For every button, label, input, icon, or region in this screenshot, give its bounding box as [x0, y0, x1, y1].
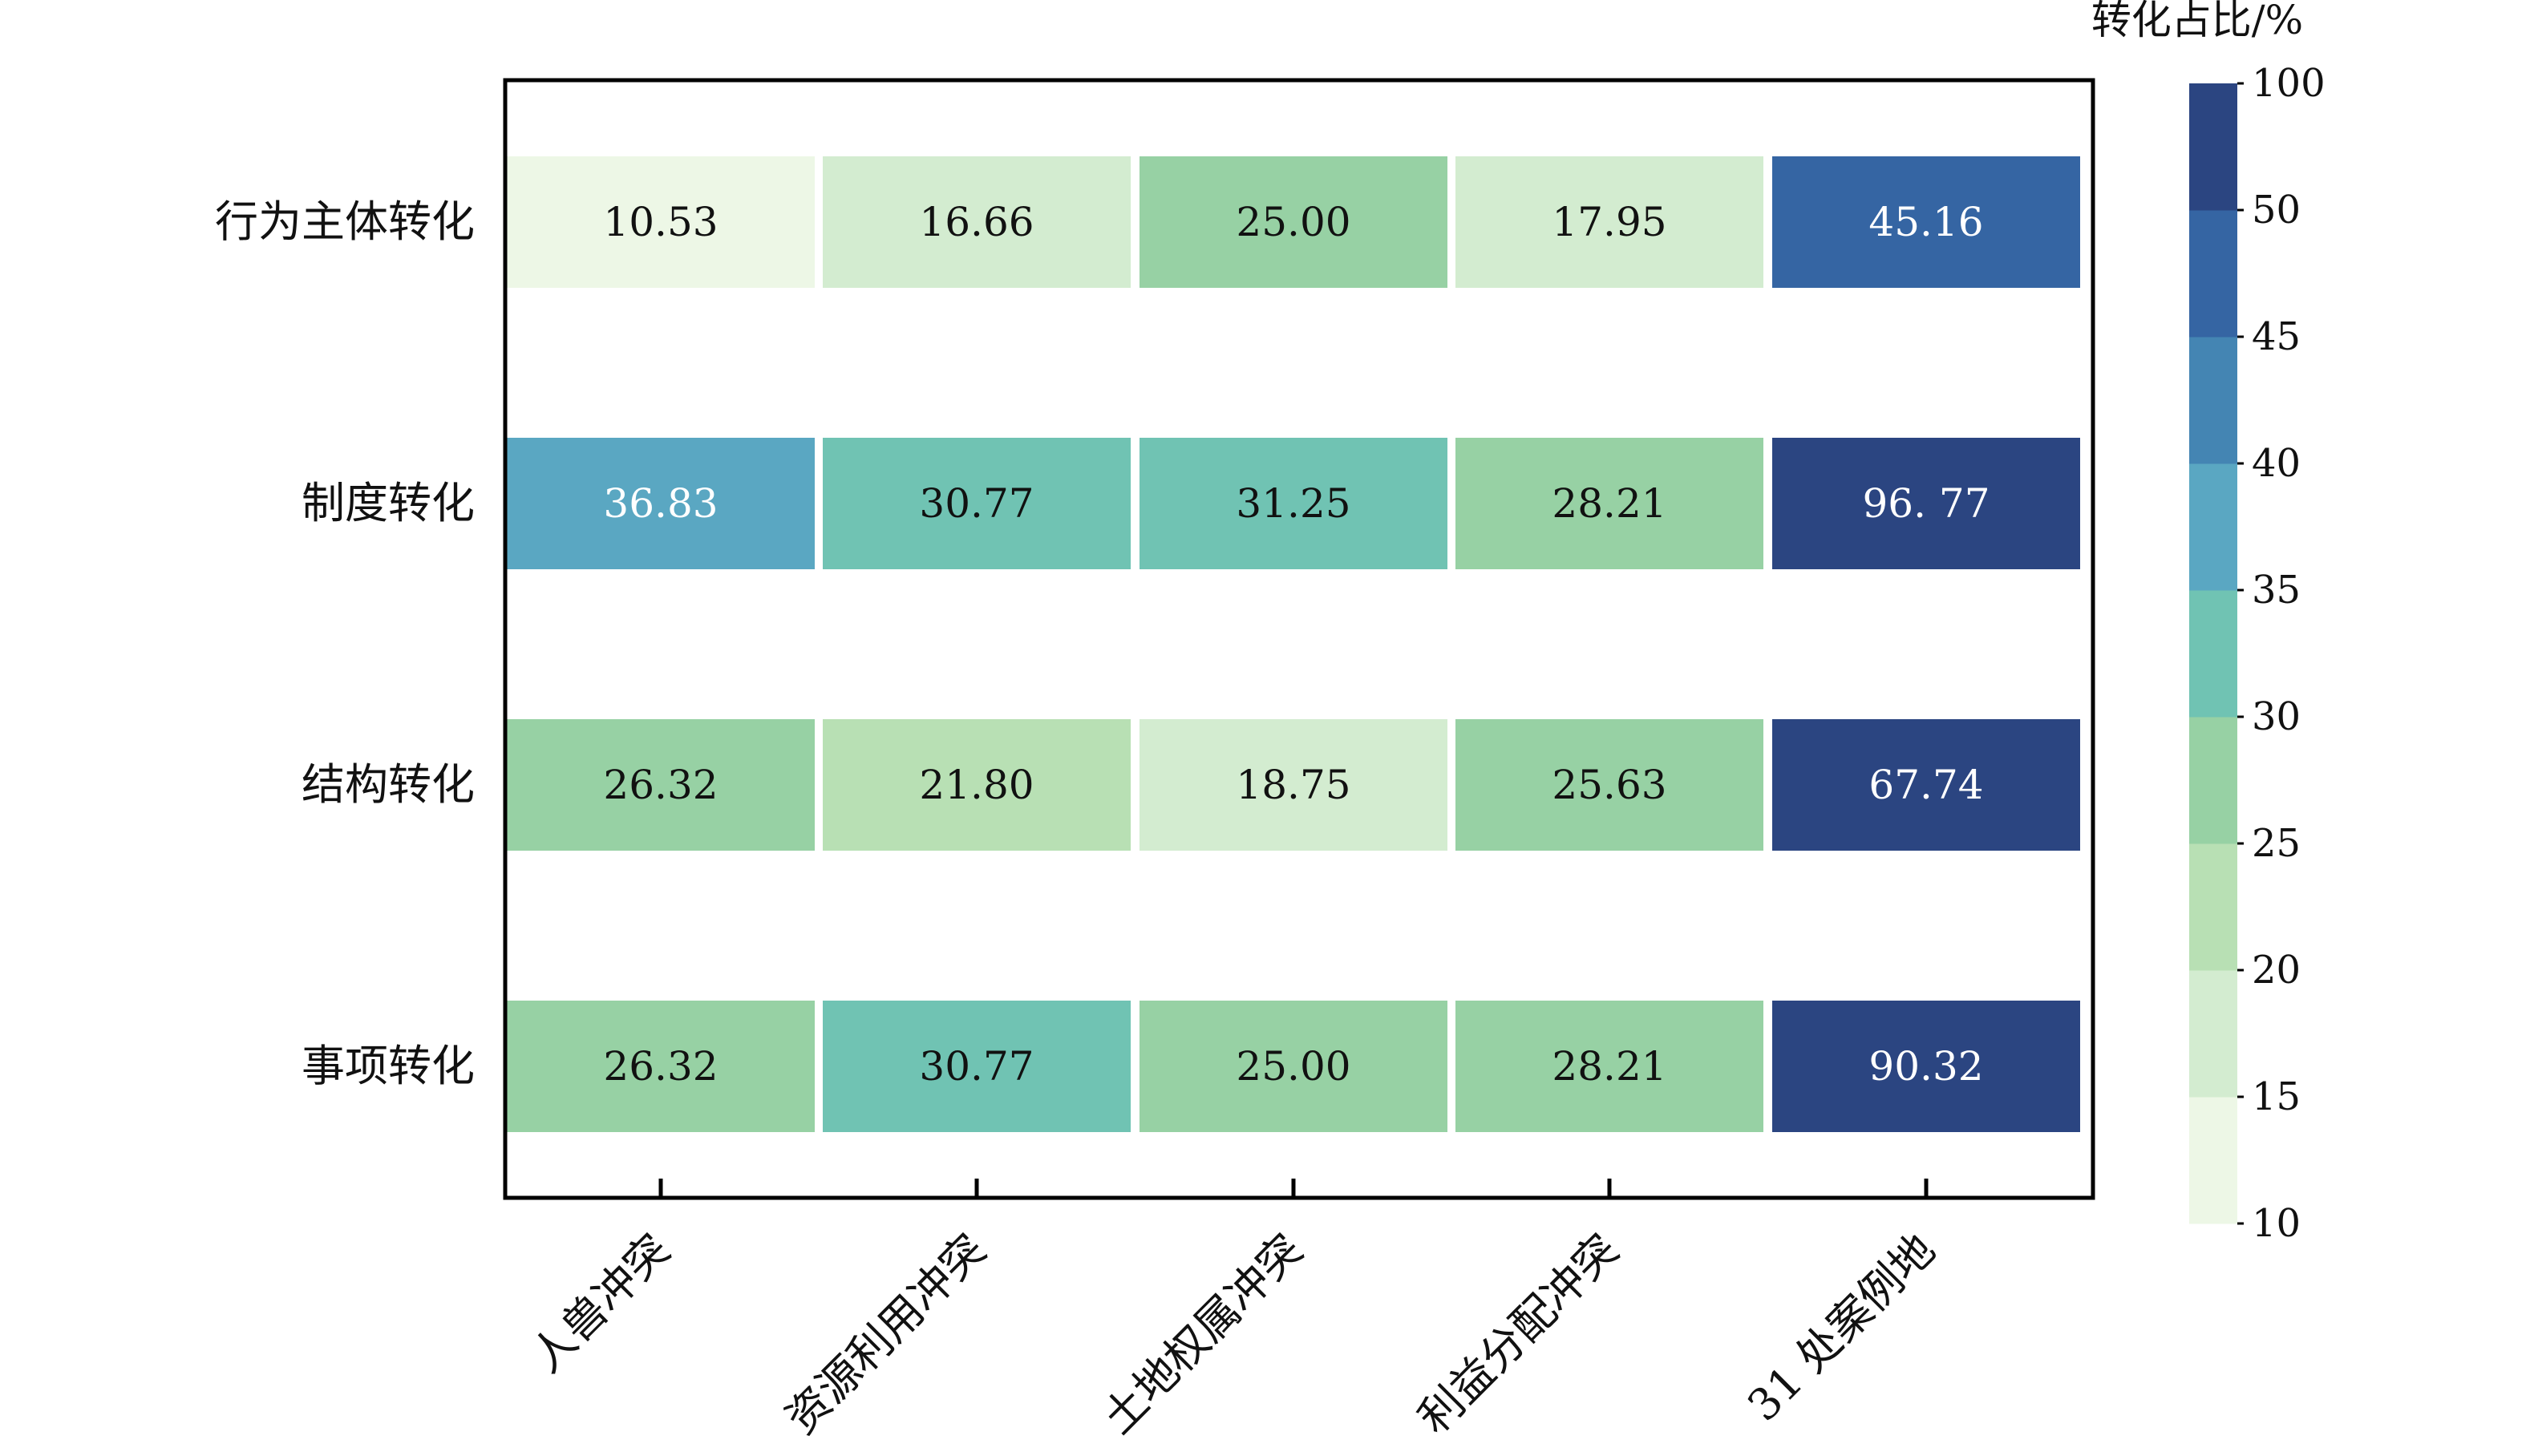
x-tick-label: 31 处案例地 — [1738, 1224, 1945, 1431]
cell-value-label: 25.00 — [1236, 199, 1350, 245]
cell-value-label: 30.77 — [919, 480, 1034, 527]
colorbar-tick-label: 50 — [2252, 188, 2301, 233]
colorbar-tick-label: 40 — [2252, 441, 2301, 486]
colorbar-title: 转化占比/% — [2091, 0, 2303, 43]
colorbar-band — [2189, 337, 2237, 464]
colorbar: 10 15 20 25 30 35 40 45 50 100 — [2189, 61, 2326, 1246]
plot-frame — [503, 78, 2095, 1200]
colorbar-tick-label: 25 — [2252, 821, 2301, 866]
colorbar-tick-label: 45 — [2252, 314, 2301, 359]
heatmap-cell-r2-c1 — [823, 719, 1131, 851]
heatmap-cell-r3-c3 — [1455, 1001, 1763, 1132]
cell-value-label: 21.80 — [919, 762, 1034, 808]
cell-value-label: 36.83 — [603, 480, 718, 527]
cell-value-label: 30.77 — [919, 1043, 1034, 1090]
colorbar-band — [2189, 1097, 2237, 1224]
heatmap-cell-r1-c0 — [507, 438, 815, 569]
x-tick-label: 土地权属冲突 — [1093, 1224, 1313, 1444]
heatmap-cell-r0-c3 — [1455, 156, 1763, 288]
colorbar-band — [2189, 843, 2237, 971]
colorbar-band — [2189, 463, 2237, 591]
cell-value-label: 90.32 — [1868, 1043, 1983, 1090]
heatmap-cell-r0-c2 — [1140, 156, 1447, 288]
y-tick-label: 制度转化 — [302, 478, 475, 528]
cell-value-label: 17.95 — [1552, 199, 1666, 245]
heatmap-cell-r2-c2 — [1140, 719, 1447, 851]
heatmap-cell-r2-c0 — [507, 719, 815, 851]
heatmap-cell-r3-c4 — [1772, 1001, 2080, 1132]
heatmap-cell-r0-c0 — [507, 156, 815, 288]
y-tick-label: 事项转化 — [302, 1041, 475, 1091]
colorbar-band — [2189, 970, 2237, 1098]
colorbar-band — [2189, 590, 2237, 718]
heatmap-cell-r1-c1 — [823, 438, 1131, 569]
colorbar-band — [2189, 210, 2237, 338]
cell-value-label: 25.63 — [1552, 762, 1666, 808]
heatmap-cell-r2-c3 — [1455, 719, 1763, 851]
cell-value-label: 31.25 — [1236, 480, 1350, 527]
x-tick-label: 人兽冲突 — [521, 1224, 679, 1382]
x-axis-labels: 人兽冲突 资源利用冲突 土地权属冲突 利益分配冲突 31 处案例地 — [521, 1224, 1945, 1444]
cell-value-label: 25.00 — [1236, 1043, 1350, 1090]
colorbar-band — [2189, 83, 2237, 211]
colorbar-tick-label: 10 — [2252, 1201, 2301, 1246]
colorbar-tick-label: 100 — [2252, 61, 2326, 106]
heatmap-cell-r3-c1 — [823, 1001, 1131, 1132]
cell-value-label: 18.75 — [1236, 762, 1350, 808]
cell-value-label: 26.32 — [603, 1043, 718, 1090]
cell-value-label: 45.16 — [1868, 199, 1983, 245]
heatmap-cell-r0-c1 — [823, 156, 1131, 288]
heatmap-cell-r3-c0 — [507, 1001, 815, 1132]
heatmap-cell-r1-c4 — [1772, 438, 2080, 569]
heatmap-cell-r1-c2 — [1140, 438, 1447, 569]
cell-value-label: 16.66 — [919, 199, 1034, 245]
heatmap-cell-r2-c4 — [1772, 719, 2080, 851]
colorbar-band — [2189, 717, 2237, 844]
cell-value-label: 10.53 — [603, 199, 718, 245]
cell-value-label: 67.74 — [1868, 762, 1983, 808]
colorbar-tick-label: 15 — [2252, 1074, 2301, 1119]
cell-value-label: 26.32 — [603, 762, 718, 808]
heatmap-cell-r1-c3 — [1455, 438, 1763, 569]
cell-value-label: 28.21 — [1552, 1043, 1666, 1090]
x-tick-label: 利益分配冲突 — [1409, 1224, 1629, 1444]
colorbar-tick-label: 20 — [2252, 948, 2301, 993]
heatmap-cell-r0-c4 — [1772, 156, 2080, 288]
cell-value-label: 96. 77 — [1862, 480, 1990, 527]
x-axis-ticks — [658, 1179, 1929, 1198]
y-tick-label: 结构转化 — [302, 759, 475, 810]
cell-value-label: 28.21 — [1552, 480, 1666, 527]
heatmap-cell-r3-c2 — [1140, 1001, 1447, 1132]
x-tick-label: 资源利用冲突 — [776, 1224, 996, 1444]
colorbar-tick-label: 30 — [2252, 694, 2301, 739]
colorbar-tick-label: 35 — [2252, 568, 2301, 613]
y-tick-label: 行为主体转化 — [215, 196, 475, 247]
heatmap-cells: 10.53 16.66 25.00 17.95 45.16 36.83 30.77 31.25… — [507, 156, 2080, 1132]
